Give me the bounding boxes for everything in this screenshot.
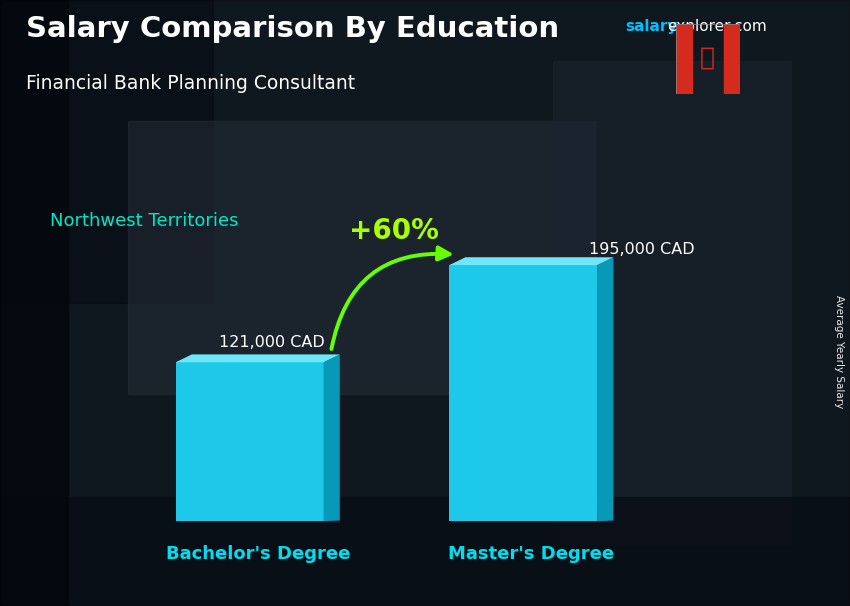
Bar <box>0 497 850 606</box>
Bar <box>0 0 212 303</box>
Text: Master's Degree: Master's Degree <box>448 545 615 563</box>
Text: Salary Comparison By Education: Salary Comparison By Education <box>26 15 558 43</box>
Bar <box>128 121 595 394</box>
Text: Northwest Territories: Northwest Territories <box>50 212 238 230</box>
Polygon shape <box>176 355 340 362</box>
Text: salary: salary <box>625 19 677 35</box>
Polygon shape <box>597 257 614 521</box>
Text: Bachelor's Degree: Bachelor's Degree <box>166 545 350 563</box>
Bar <box>723 24 740 94</box>
Polygon shape <box>324 355 340 521</box>
Text: 🍁: 🍁 <box>700 45 715 69</box>
Bar <box>552 61 790 545</box>
Polygon shape <box>449 257 614 265</box>
Bar <box>176 362 324 521</box>
Text: 121,000 CAD: 121,000 CAD <box>218 336 325 350</box>
Text: 195,000 CAD: 195,000 CAD <box>589 242 694 257</box>
Text: Average Yearly Salary: Average Yearly Salary <box>834 295 844 408</box>
Text: explorer.com: explorer.com <box>667 19 767 35</box>
Bar <box>676 24 692 94</box>
Bar <box>449 265 597 521</box>
Text: Financial Bank Planning Consultant: Financial Bank Planning Consultant <box>26 74 354 93</box>
Bar <box>0 0 68 606</box>
Text: +60%: +60% <box>348 217 439 245</box>
